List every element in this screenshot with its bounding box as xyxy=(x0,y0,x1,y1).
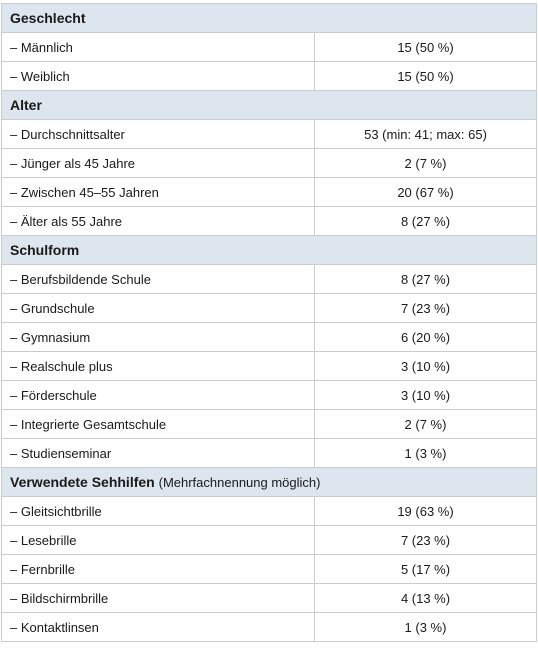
row-label: – Grundschule xyxy=(1,293,315,323)
row-label: – Lesebrille xyxy=(1,525,315,555)
table-row: – Jünger als 45 Jahre 2 (7 %) xyxy=(1,148,538,178)
table-row: – Studienseminar 1 (3 %) xyxy=(1,438,538,468)
row-value: 5 (17 %) xyxy=(313,554,538,584)
row-value: 1 (3 %) xyxy=(313,612,538,642)
row-value: 8 (27 %) xyxy=(313,264,538,294)
row-value: 6 (20 %) xyxy=(313,322,538,352)
row-label: – Jünger als 45 Jahre xyxy=(1,148,315,178)
row-value: 7 (23 %) xyxy=(313,293,538,323)
table-row: – Fernbrille 5 (17 %) xyxy=(1,554,538,584)
row-value: 53 (min: 41; max: 65) xyxy=(313,119,538,149)
section-note: (Mehrfachnennung möglich) xyxy=(158,475,321,490)
table-row: – Bildschirmbrille 4 (13 %) xyxy=(1,583,538,613)
row-label: – Gymnasium xyxy=(1,322,315,352)
demographics-table: Geschlecht – Männlich 15 (50 %) – Weiblich 1… xyxy=(0,3,538,642)
section-header: Geschlecht xyxy=(0,3,538,33)
table-row: – Zwischen 45–55 Jahren 20 (67 %) xyxy=(1,177,538,207)
row-label: – Förderschule xyxy=(1,380,315,410)
row-label: – Zwischen 45–55 Jahren xyxy=(1,177,315,207)
row-value: 15 (50 %) xyxy=(313,61,538,91)
table-row: – Männlich 15 (50 %) xyxy=(1,32,538,62)
row-value: 7 (23 %) xyxy=(313,525,538,555)
section-title: Geschlecht xyxy=(10,10,86,26)
table-row: – Berufsbildende Schule 8 (27 %) xyxy=(1,264,538,294)
section-title: Verwendete Sehhilfen xyxy=(10,474,155,490)
row-label: – Weiblich xyxy=(1,61,315,91)
table-body: Geschlecht – Männlich 15 (50 %) – Weiblich 1… xyxy=(0,3,538,642)
table-row: – Weiblich 15 (50 %) xyxy=(1,61,538,91)
row-label: – Älter als 55 Jahre xyxy=(1,206,315,236)
row-label: – Realschule plus xyxy=(1,351,315,381)
table-row: – Lesebrille 7 (23 %) xyxy=(1,525,538,555)
row-label: – Fernbrille xyxy=(1,554,315,584)
row-value: 3 (10 %) xyxy=(313,351,538,381)
row-value: 8 (27 %) xyxy=(313,206,538,236)
table-row: – Durchschnittsalter 53 (min: 41; max: 65… xyxy=(1,119,538,149)
table-row: – Gleitsichtbrille 19 (63 %) xyxy=(1,496,538,526)
section-header-row: Geschlecht xyxy=(0,3,538,33)
row-value: 2 (7 %) xyxy=(313,148,538,178)
section-header: Schulform xyxy=(0,235,538,265)
section-header: Verwendete Sehhilfen (Mehrfachnennung mö… xyxy=(0,467,538,497)
row-label: – Bildschirmbrille xyxy=(1,583,315,613)
row-value: 19 (63 %) xyxy=(313,496,538,526)
row-value: 1 (3 %) xyxy=(313,438,538,468)
section-header-row: Verwendete Sehhilfen (Mehrfachnennung mö… xyxy=(0,467,538,497)
table-row: – Grundschule 7 (23 %) xyxy=(1,293,538,323)
row-label: – Kontaktlinsen xyxy=(1,612,315,642)
table-row: – Realschule plus 3 (10 %) xyxy=(1,351,538,381)
table-row: – Integrierte Gesamtschule 2 (7 %) xyxy=(1,409,538,439)
section-title: Schulform xyxy=(10,242,80,258)
section-header-row: Schulform xyxy=(0,235,538,265)
table-row: – Kontaktlinsen 1 (3 %) xyxy=(1,612,538,642)
row-label: – Studienseminar xyxy=(1,438,315,468)
table-row: – Älter als 55 Jahre 8 (27 %) xyxy=(1,206,538,236)
row-value: 3 (10 %) xyxy=(313,380,538,410)
table-row: – Förderschule 3 (10 %) xyxy=(1,380,538,410)
row-label: – Durchschnittsalter xyxy=(1,119,315,149)
section-header: Alter xyxy=(0,90,538,120)
row-value: 2 (7 %) xyxy=(313,409,538,439)
row-label: – Integrierte Gesamtschule xyxy=(1,409,315,439)
row-value: 20 (67 %) xyxy=(313,177,538,207)
section-header-row: Alter xyxy=(0,90,538,120)
row-value: 15 (50 %) xyxy=(313,32,538,62)
row-label: – Berufsbildende Schule xyxy=(1,264,315,294)
section-title: Alter xyxy=(10,97,42,113)
table-row: – Gymnasium 6 (20 %) xyxy=(1,322,538,352)
row-label: – Gleitsichtbrille xyxy=(1,496,315,526)
row-label: – Männlich xyxy=(1,32,315,62)
row-value: 4 (13 %) xyxy=(313,583,538,613)
